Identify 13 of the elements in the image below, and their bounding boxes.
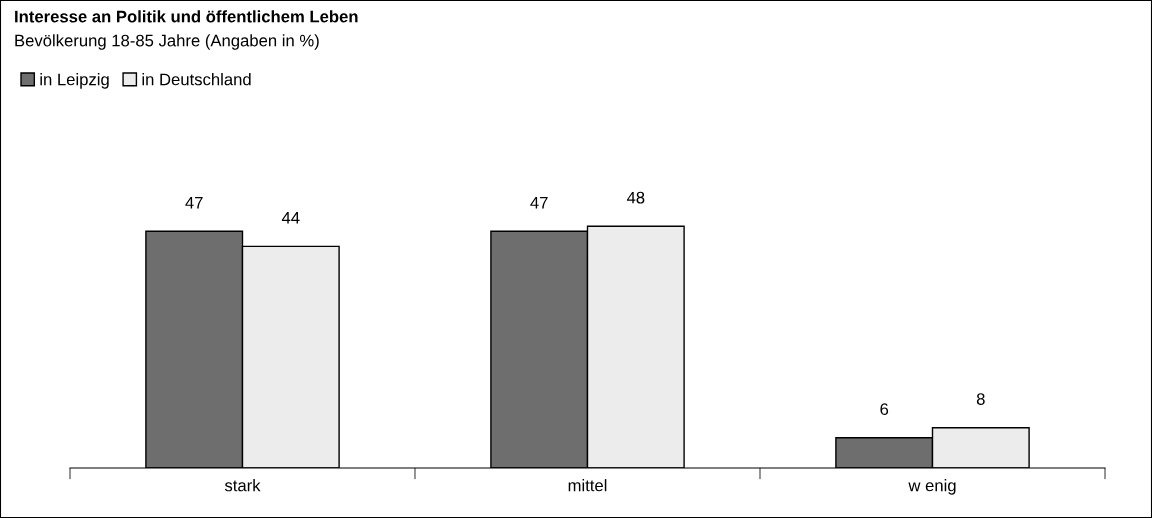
chart-title: Interesse an Politik und öffentlichem Leben xyxy=(15,10,358,23)
x-tick-label: w enig xyxy=(908,479,956,495)
x-tick-label: mittel xyxy=(568,479,607,492)
x-tick-label: stark xyxy=(224,479,261,492)
data-label: 47 xyxy=(530,196,548,209)
legend-label: in Leipzig xyxy=(40,73,109,89)
data-label: 8 xyxy=(976,393,985,405)
data-label: 44 xyxy=(281,212,300,224)
chart-subtitle: Bevölkerung 18-85 Jahre (Angaben in %) xyxy=(15,34,319,50)
legend-label: in Deutschland xyxy=(142,73,251,86)
data-label: 6 xyxy=(880,403,889,416)
data-label: 48 xyxy=(626,191,645,204)
data-label: 47 xyxy=(185,196,203,209)
